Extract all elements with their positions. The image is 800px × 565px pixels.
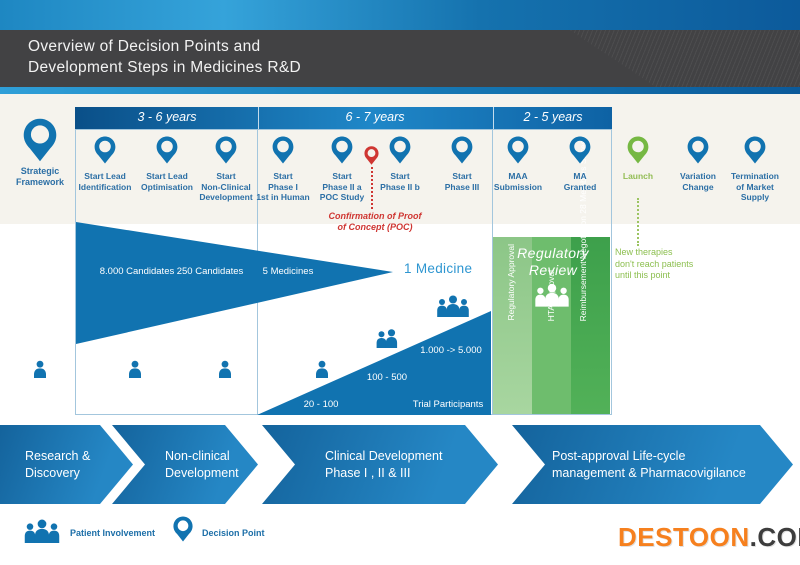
funnel-result: 1 Medicine [404,261,473,276]
pin-label: Launch [622,171,654,181]
pin-variation-change: Variation Change [664,136,732,192]
patient-icon [217,360,233,378]
launch-note: New therapies don't reach patients until… [615,247,694,280]
hta-approval-column [532,237,571,414]
hta-approval-label: HTA Approval [546,269,556,321]
pin-start-phase-2b: Start Phase II b [366,136,434,192]
decision-pin-icon [215,136,237,164]
regulatory-review-title: Regulatory Review [517,245,589,278]
decision-pin-icon [687,136,709,164]
launch-dotted-line [637,198,639,246]
phase-post-approval: Post-approval Life-cycle management & Ph… [512,425,793,504]
pin-label: Start Phase I 1st in Human [256,171,310,202]
regulatory-approval-label: Regulatory Approval [506,244,516,321]
trial-participants-triangle [257,311,491,415]
period-bar: 3 - 6 years 6 - 7 years 2 - 5 years [75,107,612,129]
period-6-7-years: 6 - 7 years [345,110,405,124]
pin-label: Variation Change [680,171,716,192]
trial-participants-label: Trial Participants [412,399,484,410]
pin-label: Start Lead Identification [78,171,132,192]
decision-pin-icon [744,136,766,164]
pin-ma-granted: MA Granted [546,136,614,192]
decision-pin-icon [94,136,116,164]
phase-non-clinical: Non-clinical Development [112,425,258,504]
trial-count-2: 100 - 500 [366,372,408,383]
legend-decision-point: Decision Point [202,528,265,538]
pin-start-phase-2a: Start Phase II a POC Study [308,136,376,203]
launch-pin-icon [627,136,649,164]
period-3-6-years: 3 - 6 years [137,110,197,124]
decision-point-icon [173,516,193,542]
pin-label: Start Lead Optimisation [141,171,193,192]
funnel-stage-1: 8.000 Candidates [99,266,175,277]
decision-pin-icon [507,136,529,164]
reimbursement-column [571,237,610,414]
decision-pin-icon [156,136,178,164]
trial-count-1: 20 - 100 [303,399,339,410]
regulatory-approval-column [493,237,532,414]
title-band [0,30,800,87]
decision-pin-icon [272,136,294,164]
decision-pin-icon [451,136,473,164]
phase-research-discovery: Research & Discovery [0,425,133,504]
pin-start-phase-3: Start Phase III [428,136,496,192]
section-box-regulatory [492,129,612,415]
pin-start-phase-1: Start Phase I 1st in Human [249,136,317,203]
decision-pin-icon [569,136,591,164]
poc-note: Confirmation of Proof of Concept (POC) [328,211,422,232]
phase-label: Post-approval Life-cycle management & Ph… [552,448,746,480]
patient-icon [127,360,143,378]
pin-label: MA Granted [563,171,597,192]
page-title: Overview of Decision Points and Developm… [28,38,301,76]
patient-icon [314,360,330,378]
watermark: DESTOON.COM [618,522,800,553]
patient-involvement-icon [20,519,64,543]
pin-maa-submission: MAA Submission [484,136,552,192]
pin-termination-market-supply: Termination of Market Supply [721,136,789,203]
decision-pin-icon [389,136,411,164]
period-2-5-years: 2 - 5 years [523,110,583,124]
funnel-stage-3: 5 Medicines [262,266,314,277]
pin-start-lead-optimisation: Start Lead Optimisation [133,136,201,192]
legend-patient-involvement: Patient Involvement [70,528,156,538]
pin-label: MAA Submission [493,171,543,192]
pin-label: Termination of Market Supply [730,171,779,202]
watermark-brand: DESTOON [618,522,750,552]
pin-label: Start Phase II b [380,171,420,192]
strategic-framework-label: Strategic Framework [15,166,65,187]
funnel-stage-2: 250 Candidates [176,266,244,277]
poc-dotted-line [371,167,373,209]
pin-label: Start Phase III [444,171,480,192]
phase-label: Non-clinical Development [165,448,239,480]
decision-pin-icon [23,118,57,162]
watermark-suffix: .COM [749,522,800,552]
period-divider [493,107,494,129]
decision-pin-icon [331,136,353,164]
phase-label: Clinical Development Phase I , II & III [325,448,443,480]
trial-count-3: 1.000 -> 5.000 [420,345,482,356]
candidate-funnel [76,222,393,344]
phase-label: Research & Discovery [25,448,91,480]
pin-label: Start Phase II a POC Study [319,171,365,202]
patients-group-icon [435,295,471,317]
patients-pair-icon [373,329,401,348]
pin-start-non-clinical: Start Non-Clinical Development [192,136,260,203]
period-divider [258,107,259,129]
top-blue-band [0,0,800,30]
strategic-framework: Strategic Framework [6,118,74,187]
pin-start-lead-identification: Start Lead Identification [71,136,139,192]
phase-clinical-development: Clinical Development Phase I , II & III [262,425,498,504]
header-divider [0,87,800,94]
pin-launch: Launch [604,136,672,182]
patient-icon [32,360,48,378]
pin-label: Start Non-Clinical Development [199,171,253,202]
